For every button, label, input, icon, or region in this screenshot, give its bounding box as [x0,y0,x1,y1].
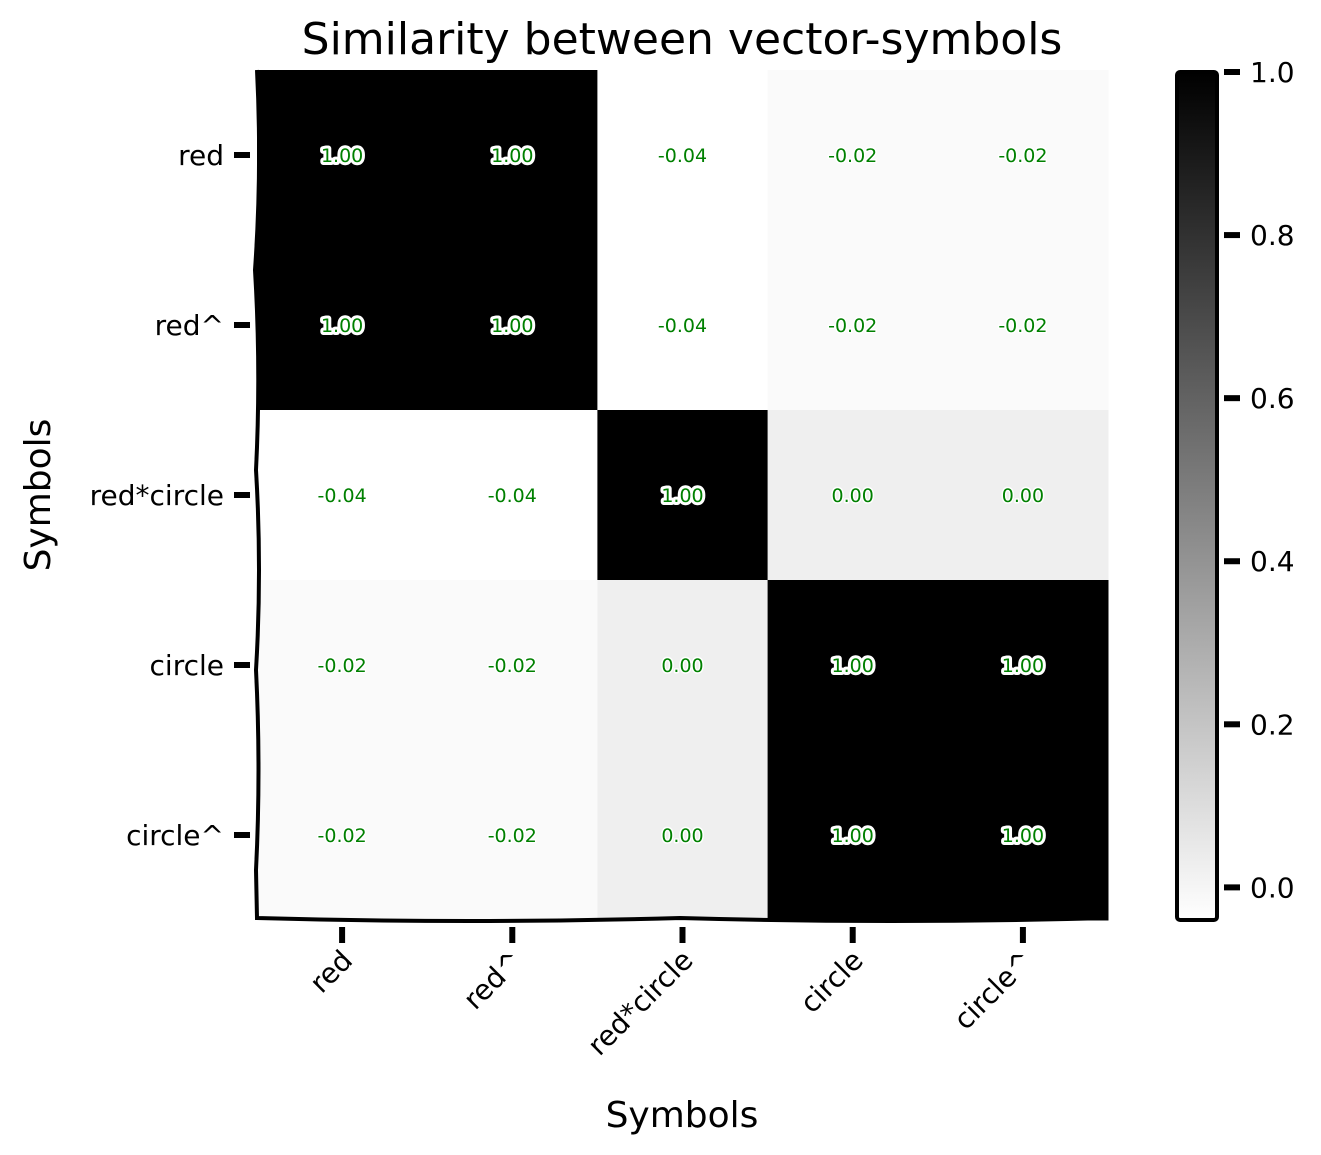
cell-value-label-2-4: 0.00 [1002,485,1044,507]
heatmap-cell-3-0 [257,580,428,751]
heatmap-cell-0-4 [937,70,1109,241]
heatmap-cell-0-3 [767,70,939,241]
cell-value-label-4-1: -0.02 [488,825,537,847]
colorbar [1175,70,1219,922]
heatmap-cell-0-0 [257,70,428,241]
heatmap-cell-1-2 [597,240,769,411]
x-tick-label-3: circle [794,944,870,1020]
cell-value-label-1-3: -0.02 [828,315,877,337]
cell-value-label-1-2: -0.04 [658,315,707,337]
cell-value-label-4-3: 1.00 [832,825,874,847]
y-tick-label-3: circle [150,649,224,682]
cell-value-label-2-0: -0.04 [318,485,367,507]
cell-value-label-1-0: 1.00 [321,315,363,337]
cell-value-label-0-4: -0.02 [998,145,1047,167]
heatmap-cell-4-3 [767,750,939,921]
x-tick-label-1: red^ [457,944,529,1016]
heatmap-cell-0-1 [427,70,598,241]
heatmap-cell-3-2 [597,580,769,751]
colorbar-tick-label-5: 1.0 [1250,56,1295,89]
heatmap-cells [257,70,1109,921]
heatmap-cell-2-2 [597,410,769,581]
colorbar-ticks: 0.0 0.2 0.4 0.6 0.8 1.0 [1224,56,1295,904]
heatmap-cell-2-1 [427,410,598,581]
heatmap-cell-0-2 [597,70,769,241]
heatmap-cell-4-0 [257,750,428,921]
colorbar-tick-label-2: 0.4 [1250,545,1295,578]
heatmap-cell-4-1 [427,750,598,921]
heatmap-cell-labels: 1.00 1.00 -0.04 -0.02 -0.02 1.00 1.00 -0.04 -0.0… [316,142,1049,850]
heatmap-cell-2-0 [257,410,428,581]
colorbar-tick-label-4: 0.8 [1250,219,1295,252]
heatmap-cell-2-3 [767,410,939,581]
plot-frame [252,69,1109,923]
heatmap-cell-1-3 [767,240,939,411]
heatmap-cell-2-4 [937,410,1109,581]
x-axis-ticks: red red^ red*circle circle circle^ [303,927,1040,1062]
cell-value-label-0-3: -0.02 [828,145,877,167]
x-axis-label: Symbols [606,1095,759,1136]
cell-value-label-0-1: 1.00 [491,145,533,167]
heatmap-cell-3-4 [937,580,1109,751]
x-tick-label-2: red*circle [581,944,699,1062]
cell-value-label-2-2: 1.00 [661,485,703,507]
cell-value-label-2-1: -0.04 [488,485,537,507]
cell-value-label-1-4: -0.02 [998,315,1047,337]
y-tick-label-4: circle^ [126,819,224,852]
y-axis-label: Symbols [18,419,59,572]
y-tick-label-2: red*circle [90,479,224,512]
x-tick-label-4: circle^ [947,944,1040,1037]
heatmap-cell-1-4 [937,240,1109,411]
heatmap-cell-4-2 [597,750,769,921]
y-tick-label-1: red^ [155,309,224,342]
colorbar-tick-label-0: 0.0 [1250,871,1295,904]
chart-title: Similarity between vector-symbols [302,14,1063,65]
cell-value-label-3-4: 1.00 [1002,655,1044,677]
cell-value-label-0-2: -0.04 [658,145,707,167]
cell-value-label-3-0: -0.02 [318,655,367,677]
cell-value-label-1-1: 1.00 [491,315,533,337]
cell-value-label-2-3: 0.00 [832,485,874,507]
cell-value-label-3-2: 0.00 [661,655,703,677]
cell-value-label-3-1: -0.02 [488,655,537,677]
heatmap-cell-1-1 [427,240,598,411]
heatmap-cell-3-3 [767,580,939,751]
cell-value-label-3-3: 1.00 [832,655,874,677]
colorbar-tick-label-1: 0.2 [1250,708,1295,741]
y-axis-ticks: red red^ red*circle circle circle^ [90,139,250,852]
cell-value-label-0-0: 1.00 [321,145,363,167]
x-tick-label-0: red [303,944,359,1000]
heatmap-cell-3-1 [427,580,598,751]
heatmap-cell-4-4 [937,750,1109,921]
cell-value-label-4-4: 1.00 [1002,825,1044,847]
heatmap-cell-1-0 [257,240,428,411]
colorbar-tick-label-3: 0.6 [1250,382,1295,415]
cell-value-label-4-2: 0.00 [661,825,703,847]
y-tick-label-0: red [178,139,224,172]
cell-value-label-4-0: -0.02 [318,825,367,847]
